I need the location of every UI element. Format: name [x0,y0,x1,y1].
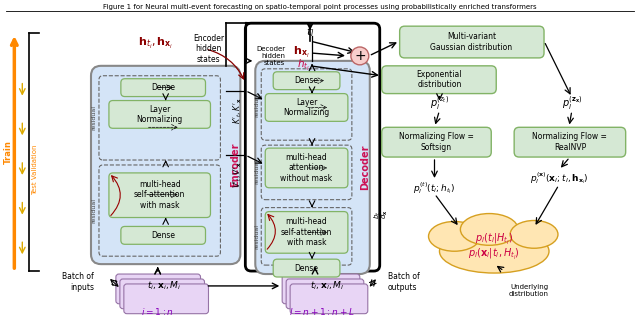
Text: Layer
Normalizing: Layer Normalizing [136,105,183,124]
Text: Dense: Dense [151,231,175,240]
FancyBboxPatch shape [381,66,496,94]
Text: $b_{t}$: $b_{t}$ [372,210,383,219]
Text: $V'_t, V'_{\mathbf{x}}$: $V'_t, V'_{\mathbf{x}}$ [231,161,244,189]
FancyBboxPatch shape [265,212,348,253]
FancyBboxPatch shape [381,127,492,157]
FancyBboxPatch shape [124,284,209,314]
Ellipse shape [510,221,558,248]
FancyBboxPatch shape [273,72,340,90]
FancyBboxPatch shape [286,279,364,309]
Text: $K'_t, K'_{\mathbf{x}}$: $K'_t, K'_{\mathbf{x}}$ [231,97,244,124]
Text: $+$: $+$ [354,49,366,63]
Text: residual: residual [255,224,260,249]
FancyBboxPatch shape [265,94,348,122]
Text: residual: residual [92,105,97,130]
FancyBboxPatch shape [273,259,340,277]
Text: $t_l$: $t_l$ [306,25,314,39]
Text: Encoder: Encoder [230,143,241,187]
Circle shape [351,47,369,65]
Text: Layer
Normalizing: Layer Normalizing [284,98,330,117]
Text: $l=n+1:n+L$: $l=n+1:n+L$ [289,306,355,317]
Text: Underlying
distribution: Underlying distribution [509,284,549,297]
FancyBboxPatch shape [91,66,241,264]
Text: $t_i, \mathbf{x}_i, M_i$: $t_i, \mathbf{x}_i, M_i$ [147,280,181,292]
FancyBboxPatch shape [265,148,348,188]
Text: $p_l^{(\mathbf{x})}(\mathbf{x}_l; t_l, \mathbf{h}_{\mathbf{x}_l})$: $p_l^{(\mathbf{x})}(\mathbf{x}_l; t_l, \… [529,170,588,186]
FancyBboxPatch shape [255,61,370,274]
Text: $h_{t_l}$: $h_{t_l}$ [297,58,310,73]
Text: residual: residual [255,92,260,117]
Text: Multi-variant
Gaussian distribution: Multi-variant Gaussian distribution [430,32,513,52]
FancyBboxPatch shape [109,173,211,217]
Text: Normalizing Flow =
RealNVP: Normalizing Flow = RealNVP [532,133,607,152]
Text: $\mathbf{h}_{\mathbf{x}_l}$: $\mathbf{h}_{\mathbf{x}_l}$ [294,45,310,61]
Text: Dense: Dense [294,76,319,85]
Text: Decoder
hidden
states: Decoder hidden states [256,46,285,66]
FancyBboxPatch shape [116,274,200,304]
Ellipse shape [460,214,518,245]
FancyBboxPatch shape [121,79,205,97]
Text: Dense: Dense [151,83,175,92]
Text: $p_l^{(z_t)}$: $p_l^{(z_t)}$ [430,95,449,112]
Text: Figure 1 for Neural multi-event forecasting on spatio-temporal point processes u: Figure 1 for Neural multi-event forecast… [103,4,537,10]
Text: multi-head
attention
without mask: multi-head attention without mask [280,153,333,183]
FancyBboxPatch shape [282,274,360,304]
FancyBboxPatch shape [121,226,205,244]
Text: $\mathbf{h}_{t_i}, \mathbf{h}_{\mathbf{x}_i}$: $\mathbf{h}_{t_i}, \mathbf{h}_{\mathbf{x… [138,36,173,51]
Text: $p_l^{(\mathbf{z}_\mathbf{x})}$: $p_l^{(\mathbf{z}_\mathbf{x})}$ [561,95,582,112]
FancyBboxPatch shape [120,279,205,309]
FancyBboxPatch shape [290,284,368,314]
Ellipse shape [440,229,549,273]
Text: Batch of
inputs: Batch of inputs [62,272,94,292]
Text: Train: Train [4,140,13,164]
Text: Encoder
hidden
states: Encoder hidden states [193,34,224,64]
Text: Normalizing Flow =
Softsign: Normalizing Flow = Softsign [399,133,474,152]
Text: $t_l, \mathbf{x}_l, M_l$: $t_l, \mathbf{x}_l, M_l$ [310,280,344,292]
FancyBboxPatch shape [514,127,626,157]
Text: residual: residual [92,198,97,223]
Text: residual: residual [255,159,260,184]
Text: $p_l(t_l|H_{t_l})$: $p_l(t_l|H_{t_l})$ [475,232,513,247]
Ellipse shape [429,222,480,251]
Text: multi-head
self-attention
with mask: multi-head self-attention with mask [134,180,186,210]
Text: multi-head
self-attention
with mask: multi-head self-attention with mask [281,217,332,247]
Text: Dense: Dense [294,264,319,272]
Text: $p_l^{(t)}(t_l; h_{t_l})$: $p_l^{(t)}(t_l; h_{t_l})$ [413,180,456,196]
Text: $d_{\mathbf{x}}$: $d_{\mathbf{x}}$ [380,210,390,219]
Text: $p_l(\mathbf{x}_l|t_l, H_{t_l})$: $p_l(\mathbf{x}_l|t_l, H_{t_l})$ [468,247,520,262]
Text: Batch of
outputs: Batch of outputs [388,272,419,292]
FancyBboxPatch shape [399,26,544,58]
Text: $i=1:n$: $i=1:n$ [141,306,174,317]
Text: Exponential
distribution: Exponential distribution [417,70,462,89]
Text: Test Validation: Test Validation [32,145,38,195]
FancyBboxPatch shape [109,100,211,128]
Text: Decoder: Decoder [360,145,370,190]
